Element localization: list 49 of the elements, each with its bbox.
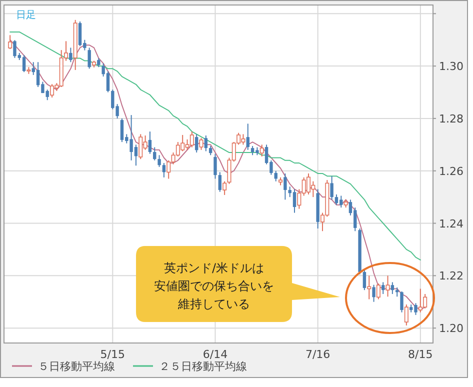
candlestick xyxy=(400,290,404,313)
candlestick xyxy=(404,304,408,326)
candlestick xyxy=(372,284,376,302)
candlestick xyxy=(8,34,12,50)
candlestick xyxy=(162,162,166,178)
y-tick-label: 1.22 xyxy=(439,270,464,283)
candlestick xyxy=(222,180,227,196)
y-tick-label: 1.20 xyxy=(439,322,464,336)
annotation: 維持している xyxy=(177,297,250,311)
candlestick xyxy=(382,282,385,295)
annotation: 英ポンド/米ドルは xyxy=(164,261,264,275)
line-series xyxy=(10,31,421,260)
candlestick xyxy=(22,54,26,73)
x-tick-label: 8/15 xyxy=(408,348,433,361)
candlestick xyxy=(88,47,91,70)
candlestick xyxy=(158,154,161,168)
legend-label: ２５日移動平均線 xyxy=(159,360,247,373)
x-tick-label: 5/15 xyxy=(100,348,125,361)
candlestick xyxy=(284,172,287,200)
candlestick xyxy=(386,275,390,298)
candlestick xyxy=(334,194,338,206)
x-tick-label: 6/14 xyxy=(202,348,228,361)
y-tick-label: 1.26 xyxy=(439,164,464,178)
candlestick xyxy=(246,123,250,150)
candlestick xyxy=(218,172,222,192)
annotation: 日足 xyxy=(16,10,36,21)
candlestick xyxy=(190,131,194,148)
candlestick xyxy=(69,47,72,63)
candlestick xyxy=(194,134,198,154)
candlestick xyxy=(50,84,54,98)
y-tick-label: 1.24 xyxy=(439,217,464,230)
candlestick xyxy=(208,145,212,156)
candlestick xyxy=(148,131,152,154)
y-tick-label: 1.28 xyxy=(439,112,464,126)
legend-label: ５日移動平均線 xyxy=(38,360,115,373)
candlestick xyxy=(390,282,394,295)
candlestick xyxy=(362,269,366,291)
candlestick xyxy=(153,146,156,161)
candlestick xyxy=(367,275,372,300)
candlestick xyxy=(204,134,208,152)
candlestick xyxy=(376,283,380,300)
candlestick xyxy=(214,153,217,180)
candlestick xyxy=(330,176,334,200)
y-tick-label: 1.30 xyxy=(439,60,464,74)
annotation: 安値圏での保ち合いを xyxy=(154,279,274,293)
candlestick xyxy=(260,144,264,157)
x-tick-label: 7/16 xyxy=(305,348,330,361)
candlestick xyxy=(120,118,124,143)
candlestick xyxy=(199,138,204,150)
